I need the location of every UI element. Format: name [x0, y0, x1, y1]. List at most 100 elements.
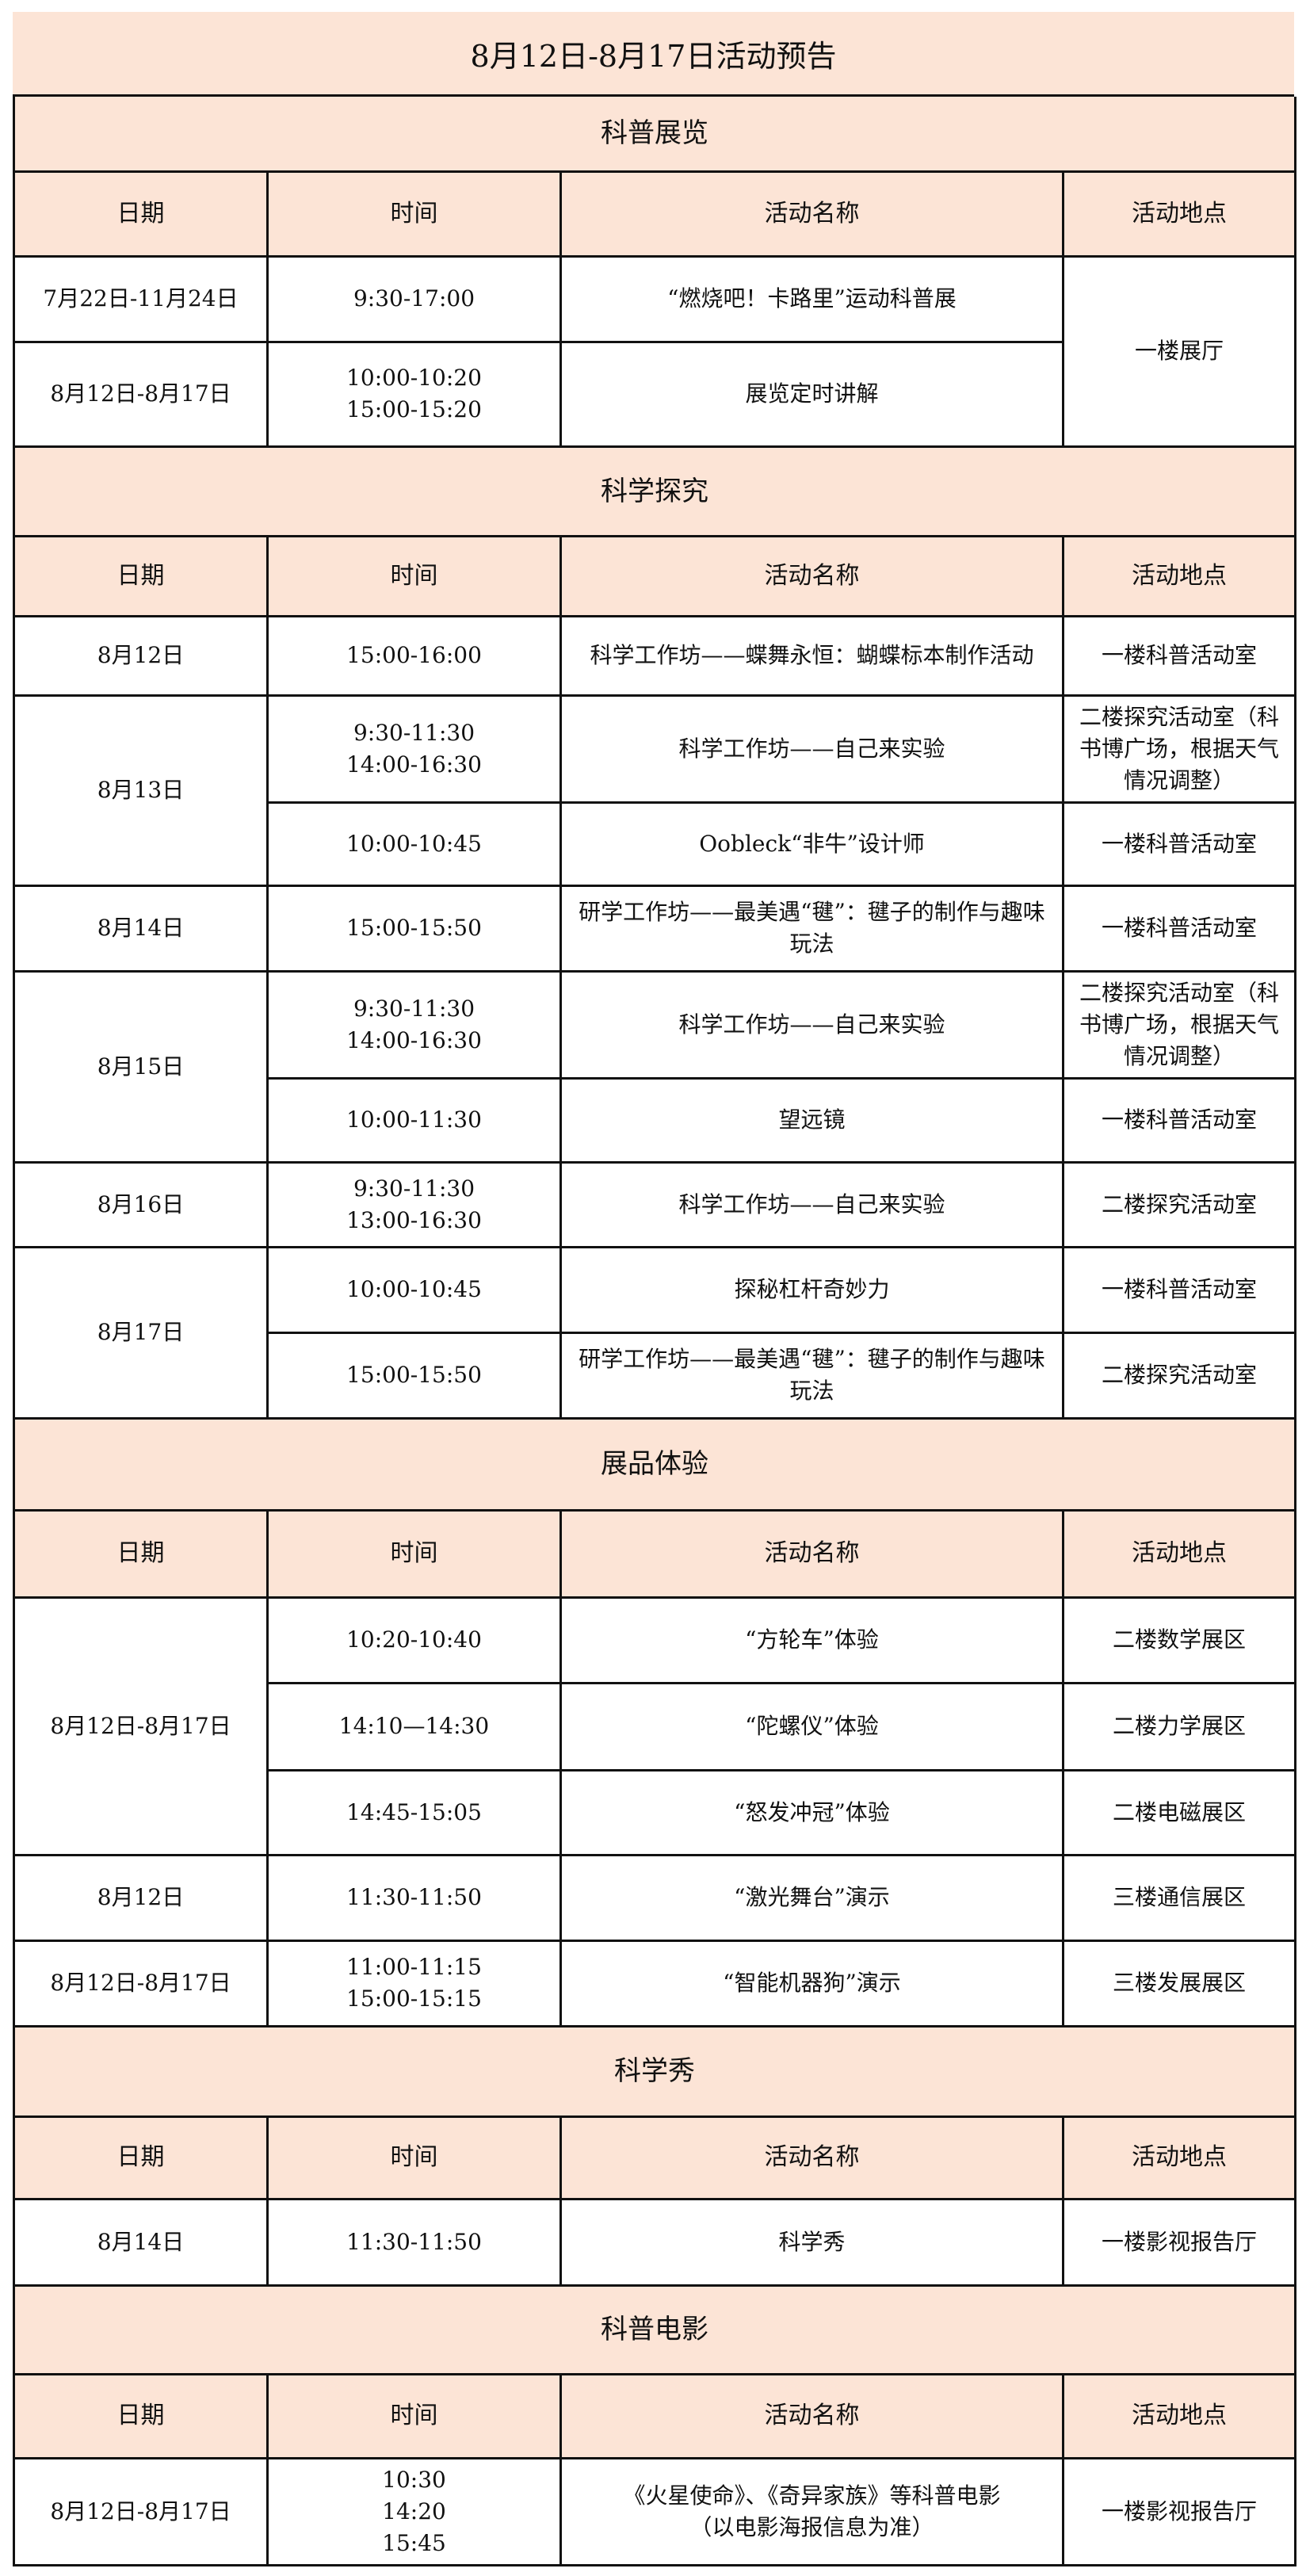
location-cell: 一楼科普活动室 [1062, 614, 1296, 697]
activity-name-cell: 研学工作坊——最美遇“毽”：毽子的制作与趣味玩法 [559, 1331, 1064, 1420]
date-cell: 8月14日 [13, 2197, 269, 2287]
column-header: 时间 [266, 534, 562, 617]
date-cell: 8月12日-8月17日 [13, 340, 269, 448]
time-cell: 10:00-10:45 [266, 1245, 562, 1334]
activity-name-cell: 科学工作坊——自己来实验 [559, 694, 1064, 804]
activity-name-cell: 科学工作坊——蝶舞永恒：蝴蝶标本制作活动 [559, 614, 1064, 697]
column-header: 活动名称 [559, 170, 1064, 258]
section-header-row: 科学探究 [13, 446, 1296, 537]
activity-name-cell: “方轮车”体验 [559, 1596, 1064, 1684]
location-cell: 二楼探究活动室（科书博广场，根据天气情况调整） [1062, 969, 1296, 1080]
activity-name-cell: 探秘杠杆奇妙力 [559, 1245, 1064, 1334]
table-row: 14:45-15:05 “怒发冲冠”体验 二楼电磁展区 [14, 1768, 1296, 1856]
time-cell: 10:00-11:30 [266, 1076, 562, 1164]
location-cell: 一楼科普活动室 [1062, 1076, 1296, 1164]
location-cell: 二楼力学展区 [1062, 1681, 1296, 1771]
activity-name-cell: “激光舞台”演示 [559, 1853, 1064, 1942]
table-row: 8月12日-8月17日 11:00-11:15 15:00-15:15 “智能机器狗… [13, 1939, 1296, 2028]
location-cell: 二楼电磁展区 [1062, 1768, 1296, 1856]
column-header: 活动名称 [559, 1508, 1064, 1599]
column-header-row: 日期 时间 活动名称 活动地点 [13, 170, 1296, 258]
time-cell: 9:30-17:00 [266, 254, 562, 343]
location-cell: 一楼科普活动室 [1062, 1245, 1296, 1334]
table-row: 8月17日 10:00-10:45 探秘杠杆奇妙力 一楼科普活动室 [13, 1245, 1296, 1420]
location-cell: 二楼探究活动室（科书博广场，根据天气情况调整） [1062, 694, 1296, 804]
column-header-row: 日期 时间 活动名称 活动地点 [13, 1508, 1296, 1599]
location-cell: 一楼影视报告厅 [1062, 2456, 1296, 2566]
date-cell: 8月17日 [13, 1245, 269, 1420]
section-title: 科普展览 [13, 97, 1296, 173]
date-cell: 8月15日 [13, 969, 269, 1164]
column-header: 活动地点 [1062, 2372, 1296, 2459]
section-header-row: 科普电影 [13, 2285, 1296, 2375]
page-title: 8月12日-8月17日活动预告 [13, 12, 1294, 97]
time-cell: 10:30 14:20 15:45 [266, 2456, 562, 2566]
column-header: 日期 [13, 2115, 269, 2200]
table-row: 8月15日 9:30-11:30 14:00-16:30 科学工作坊——自己来实验二… [13, 969, 1296, 1164]
activity-name-cell: “燃烧吧！卡路里”运动科普展 [559, 254, 1064, 343]
column-header-row: 日期 时间 活动名称 活动地点 [13, 2372, 1296, 2459]
section-header-row: 科普展览 [13, 97, 1296, 173]
date-cell: 8月12日-8月17日 [13, 1939, 269, 2028]
date-cell: 8月12日 [13, 614, 269, 697]
section-title: 科学秀 [13, 2026, 1296, 2118]
column-header: 活动地点 [1062, 534, 1296, 617]
location-cell: 二楼探究活动室 [1062, 1160, 1296, 1248]
table-row: 8月12日 11:30-11:50 “激光舞台”演示 三楼通信展区 [13, 1853, 1296, 1942]
column-header: 日期 [13, 1508, 269, 1599]
column-header: 活动地点 [1062, 170, 1296, 258]
table-row: 8月12日-8月17日 10:00-10:20 15:00-15:20 展览定时讲解 [13, 340, 1296, 448]
activity-name-cell: 科学秀 [559, 2197, 1064, 2287]
time-cell: 9:30-11:30 14:00-16:30 [266, 694, 562, 804]
time-cell: 10:00-10:45 [266, 801, 562, 887]
table-row: 8月16日 9:30-11:30 13:00-16:30 科学工作坊——自己来实验二… [13, 1160, 1296, 1248]
date-cell: 8月12日-8月17日 [13, 2456, 269, 2566]
location-cell: 一楼展厅 [1062, 254, 1296, 448]
column-header: 时间 [266, 1508, 562, 1599]
column-header-row: 日期 时间 活动名称 活动地点 [13, 534, 1296, 617]
table-row: 10:00-11:30 望远镜 一楼科普活动室 [14, 1076, 1296, 1164]
table-row: 8月13日 9:30-11:30 14:00-16:30 科学工作坊——自己来实验二… [13, 694, 1296, 887]
table-row: 8月12日-8月17日 10:30 14:20 15:45 《火星使命》、《奇异家族… [13, 2456, 1296, 2566]
activity-name-cell: “智能机器狗”演示 [559, 1939, 1064, 2028]
activity-name-cell: 科学工作坊——自己来实验 [559, 969, 1064, 1080]
location-cell: 三楼通信展区 [1062, 1853, 1296, 1942]
schedule: 8月12日-8月17日活动预告 科普展览 日期 时间 活动名称 活动地点 7月22日-11… [13, 12, 1296, 2566]
location-cell: 二楼探究活动室 [1062, 1331, 1296, 1420]
time-cell: 15:00-15:50 [266, 884, 562, 973]
time-cell: 15:00-16:00 [266, 614, 562, 697]
column-header: 活动地点 [1062, 2115, 1296, 2200]
time-cell: 10:00-10:20 15:00-15:20 [266, 340, 562, 448]
activity-name-cell: “陀螺仪”体验 [559, 1681, 1064, 1771]
time-cell: 9:30-11:30 13:00-16:30 [266, 1160, 562, 1248]
column-header: 日期 [13, 2372, 269, 2459]
date-cell: 8月13日 [13, 694, 269, 887]
section-header-row: 科学秀 [13, 2026, 1296, 2118]
table-row: 7月22日-11月24日 9:30-17:00 “燃烧吧！卡路里”运动科普展 一楼展厅 [13, 254, 1296, 448]
column-header: 活动名称 [559, 2372, 1064, 2459]
time-cell: 11:00-11:15 15:00-15:15 [266, 1939, 562, 2028]
column-header: 活动名称 [559, 534, 1064, 617]
column-header: 时间 [266, 2115, 562, 2200]
time-cell: 14:10—14:30 [266, 1681, 562, 1771]
activity-name-cell: 望远镜 [559, 1076, 1064, 1164]
table-row: 8月12日-8月17日 10:20-10:40 “方轮车”体验 二楼数学展区 [13, 1596, 1296, 1856]
date-cell: 8月14日 [13, 884, 269, 973]
section-title: 展品体验 [13, 1418, 1296, 1512]
column-header: 时间 [266, 170, 562, 258]
activity-name-cell: 展览定时讲解 [559, 340, 1064, 448]
schedule-table: 科普展览 日期 时间 活动名称 活动地点 7月22日-11月24日 9:30-17:00 “燃… [13, 97, 1296, 2566]
date-cell: 8月16日 [13, 1160, 269, 1248]
column-header: 活动名称 [559, 2115, 1064, 2200]
section-header-row: 展品体验 [13, 1418, 1296, 1512]
time-cell: 15:00-15:50 [266, 1331, 562, 1420]
column-header: 时间 [266, 2372, 562, 2459]
time-cell: 10:20-10:40 [266, 1596, 562, 1684]
table-row: 15:00-15:50 研学工作坊——最美遇“毽”：毽子的制作与趣味玩法 二楼探究活… [14, 1331, 1296, 1420]
location-cell: 三楼发展展区 [1062, 1939, 1296, 2028]
date-cell: 7月22日-11月24日 [13, 254, 269, 343]
column-header: 日期 [13, 170, 269, 258]
location-cell: 二楼数学展区 [1062, 1596, 1296, 1684]
time-cell: 9:30-11:30 14:00-16:30 [266, 969, 562, 1080]
location-cell: 一楼影视报告厅 [1062, 2197, 1296, 2287]
